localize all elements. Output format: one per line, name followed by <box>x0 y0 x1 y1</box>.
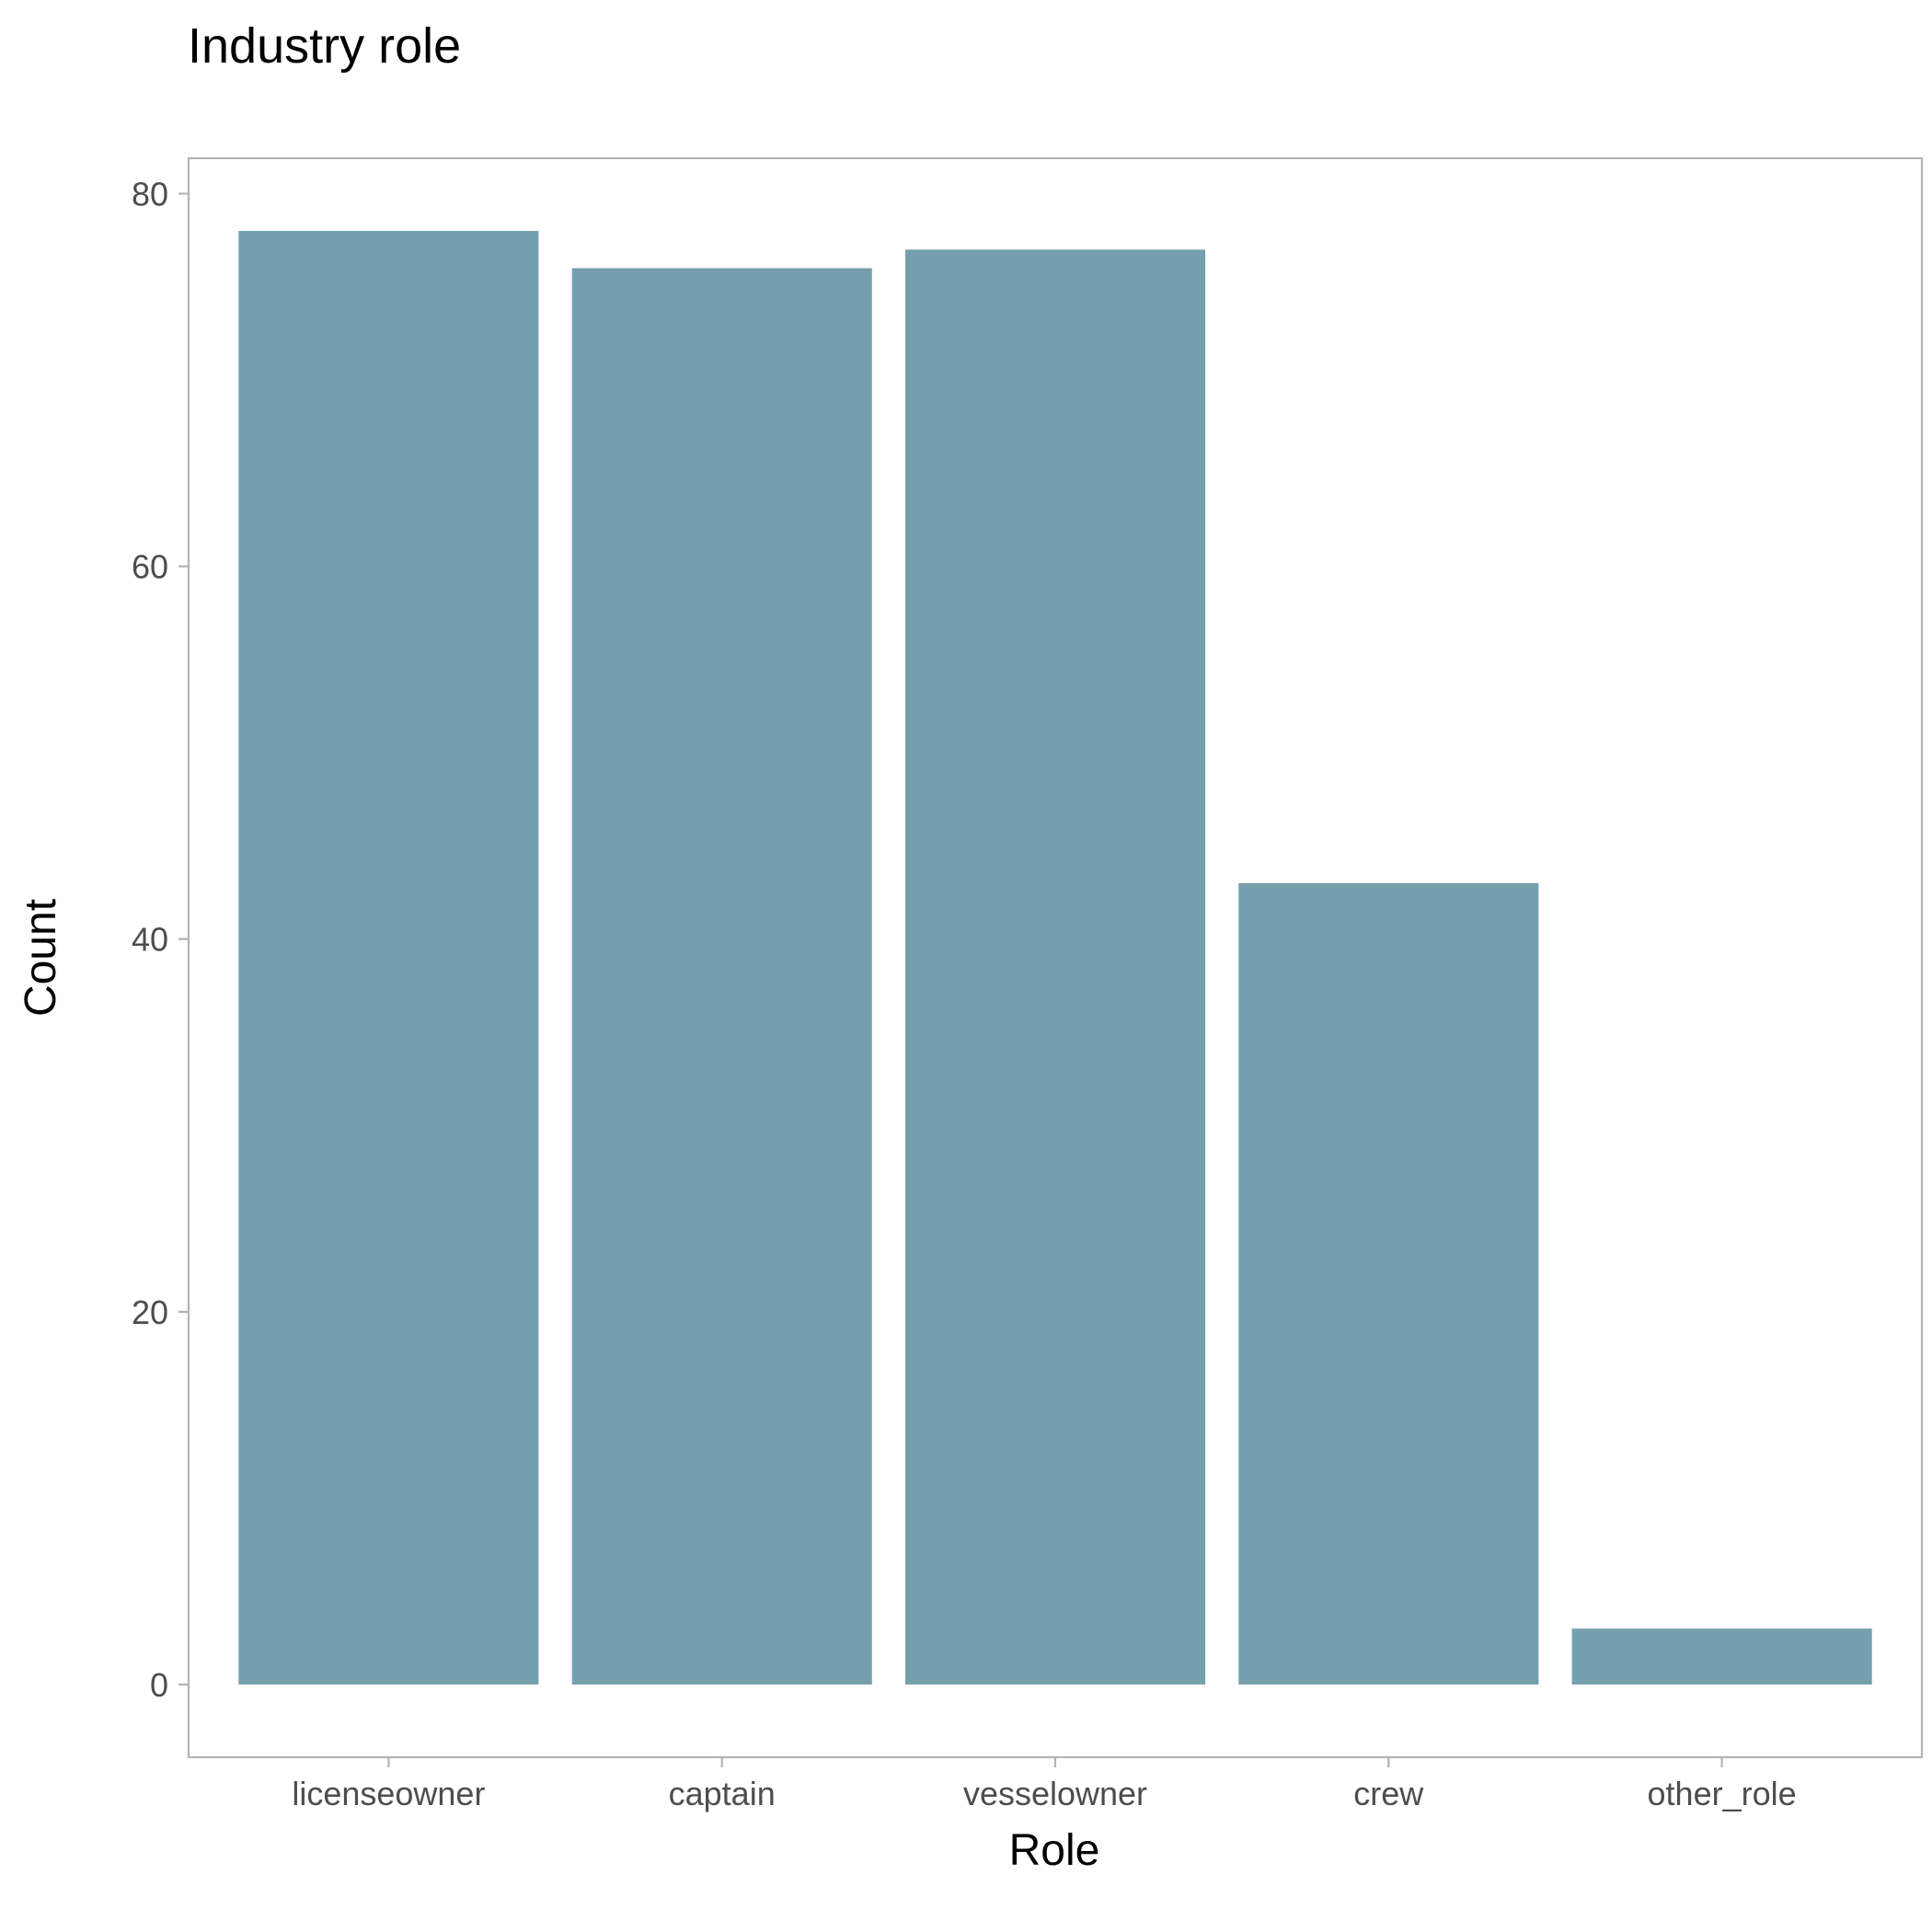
x-tick-label: vesselowner <box>963 1775 1147 1812</box>
x-axis-title: Role <box>1009 1826 1100 1875</box>
bar-vesselowner <box>905 249 1206 1685</box>
y-axis-title: Count <box>17 899 65 1017</box>
y-tick-label: 0 <box>150 1666 168 1704</box>
x-axis: licenseowner captain vesselowner crew other_… <box>292 1757 1797 1812</box>
y-tick-label: 80 <box>132 176 168 213</box>
x-tick-label: licenseowner <box>292 1775 485 1812</box>
bar-other-role <box>1571 1628 1872 1685</box>
y-tick-label: 40 <box>132 921 168 959</box>
bar-licenseowner <box>238 231 539 1685</box>
y-axis: 0 20 40 60 80 <box>132 176 189 1704</box>
x-tick-label: other_role <box>1648 1775 1797 1812</box>
y-tick-label: 20 <box>132 1294 168 1331</box>
x-tick-label: crew <box>1353 1775 1424 1812</box>
chart-title: Industry role <box>188 18 461 74</box>
bar-crew <box>1238 883 1539 1685</box>
bars-group <box>238 231 1872 1685</box>
x-tick-label: captain <box>669 1775 776 1812</box>
y-tick-label: 60 <box>132 548 168 586</box>
bar-captain <box>571 268 872 1685</box>
